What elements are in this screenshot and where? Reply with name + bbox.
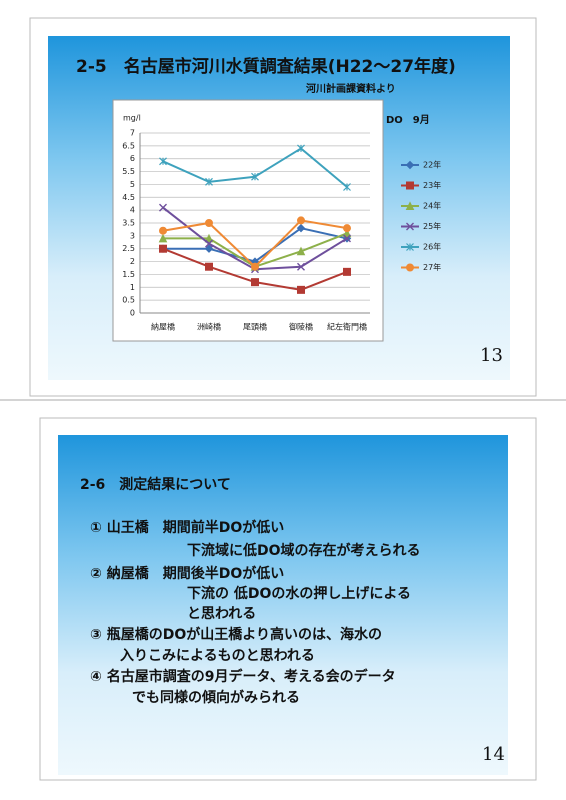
legend-label: 22年 — [423, 160, 441, 170]
y-tick-label: 4 — [130, 206, 135, 215]
y-tick-label: 1.5 — [122, 270, 135, 279]
x-tick-label: 尾頭橋 — [243, 322, 267, 332]
data-point — [296, 223, 306, 233]
page-number: 14 — [482, 744, 505, 765]
text-line: 入りこみによるものと思われる — [120, 648, 315, 664]
y-tick-label: 0 — [130, 309, 135, 318]
slide-title: 2-5 名古屋市河川水質調査結果(H22～27年度) — [76, 56, 456, 77]
y-tick-label: 4.5 — [122, 193, 135, 202]
legend-label: 26年 — [423, 242, 441, 252]
text-line: でも同様の傾向がみられる — [132, 689, 300, 706]
data-point — [158, 233, 168, 243]
data-point — [205, 219, 213, 227]
data-point — [159, 244, 167, 253]
source-note: 河川計画課資料より — [306, 82, 396, 95]
data-point — [343, 224, 351, 233]
text-line: ① 山王橋 期間前半DOが低い — [90, 519, 284, 536]
y-tick-label: 7 — [130, 129, 135, 138]
legend-label: 23年 — [423, 180, 441, 190]
page-number: 13 — [480, 345, 503, 366]
x-tick-label: 御陵橋 — [289, 322, 313, 332]
y-tick-label: 2 — [130, 257, 135, 266]
chart-title: DO 9月 — [386, 114, 430, 126]
legend-label: 24年 — [423, 201, 441, 211]
data-point — [159, 157, 167, 166]
data-point — [297, 144, 305, 153]
data-point — [205, 177, 213, 186]
y-tick-label: 2.5 — [122, 244, 135, 253]
data-point — [205, 262, 213, 271]
data-point — [204, 244, 214, 253]
data-point — [251, 262, 259, 271]
data-point — [205, 239, 213, 248]
y-tick-label: 5.5 — [122, 167, 135, 176]
legend-marker — [406, 222, 414, 231]
legend-marker — [405, 201, 415, 210]
text-line: ② 納屋橋 期間後半DOが低い — [90, 565, 284, 582]
data-point — [159, 226, 167, 235]
data-point — [297, 262, 305, 271]
text-line: と思われる — [187, 606, 256, 622]
y-tick-label: 6 — [130, 154, 135, 163]
legend-marker — [406, 243, 414, 251]
x-tick-label: 洲崎橋 — [197, 322, 221, 332]
text-line: 下流の 低DOの水の押し上げによる — [187, 585, 411, 602]
data-point — [342, 228, 352, 238]
x-tick-label: 紀左衛門橋 — [327, 322, 367, 332]
chart-box — [112, 99, 384, 342]
data-point — [343, 183, 351, 191]
data-point — [159, 203, 167, 212]
data-point — [343, 267, 351, 276]
legend-label: 27年 — [423, 262, 441, 272]
data-point — [297, 216, 305, 225]
text-line: ③ 瓶屋橋のDOが山王橋より高いのは、海水の — [90, 626, 382, 643]
data-point — [204, 233, 214, 243]
slide-bg — [58, 435, 508, 775]
y-tick-label: 3.5 — [122, 219, 135, 228]
data-point — [296, 246, 306, 256]
legend-marker — [405, 160, 415, 170]
legend-marker — [406, 181, 414, 190]
y-tick-label: 1 — [130, 283, 135, 292]
legend-marker — [406, 263, 414, 272]
legend-label: 25年 — [423, 221, 441, 231]
y-tick-label: 0.5 — [122, 296, 135, 305]
slide-title: 2-6 測定結果について — [80, 476, 231, 493]
data-point — [297, 285, 305, 294]
text-line: 下流域に低DO域の存在が考えられる — [187, 542, 421, 559]
text-line: ④ 名古屋市調査の9月データ、考える会のデータ — [90, 668, 396, 685]
y-tick-label: 3 — [130, 231, 135, 240]
data-point — [343, 234, 351, 243]
y-tick-label: 6.5 — [122, 141, 135, 150]
data-point — [251, 278, 259, 287]
data-point — [251, 172, 259, 181]
x-tick-label: 納屋橋 — [151, 322, 175, 332]
y-tick-label: 5 — [130, 180, 135, 189]
y-axis-label: mg/l — [123, 114, 141, 123]
